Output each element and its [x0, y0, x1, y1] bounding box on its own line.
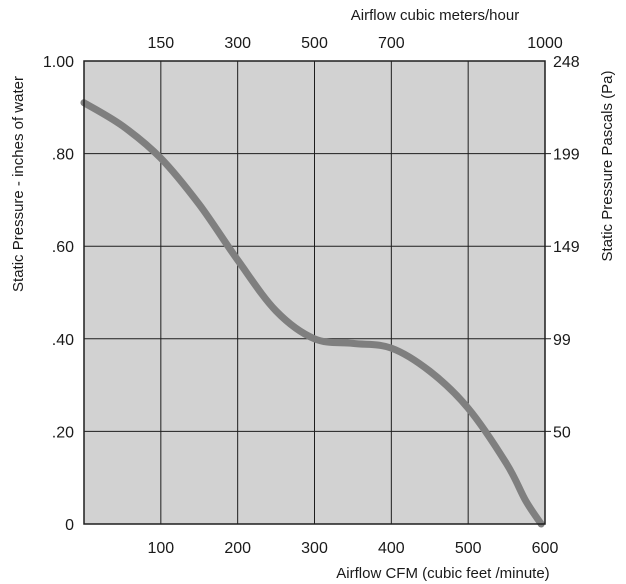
performance-curve	[80, 99, 545, 528]
x-tick-label: 100	[147, 540, 174, 557]
x-tick-label: 200	[224, 540, 251, 557]
grid-lines	[84, 61, 551, 524]
x-tick-label: 600	[532, 540, 559, 557]
right-axis-title: Static Pressure Pascals (Pa)	[599, 71, 616, 262]
top-tick-label: 300	[224, 35, 251, 52]
top-tick-label: 700	[378, 35, 405, 52]
x-tick-label: 500	[455, 540, 482, 557]
right-tick-label: 248	[553, 54, 580, 71]
tick-labels: 100 200 300 400 500 600 0 .20 .40 .60 .80 1.00 150 30…	[43, 35, 580, 557]
right-tick-label: 199	[553, 147, 580, 164]
right-tick-label: 149	[553, 239, 580, 256]
y-tick-label: 0	[65, 517, 74, 534]
x-axis-title: Airflow CFM (cubic feet /minute)	[336, 565, 549, 582]
x-tick-label: 300	[301, 540, 328, 557]
y-axis-title: Static Pressure - inches of water	[10, 76, 27, 292]
right-tick-label: 50	[553, 424, 571, 441]
top-tick-label: 1000	[527, 35, 563, 52]
y-tick-label: 1.00	[43, 54, 74, 71]
y-tick-label: .60	[52, 239, 74, 256]
top-axis-title: Airflow cubic meters/hour	[351, 7, 519, 24]
x-tick-label: 400	[378, 540, 405, 557]
y-tick-label: .20	[52, 424, 74, 441]
top-tick-label: 500	[301, 35, 328, 52]
y-tick-label: .80	[52, 147, 74, 164]
right-tick-label: 99	[553, 332, 571, 349]
plot-frame	[83, 60, 546, 525]
y-tick-label: .40	[52, 332, 74, 349]
top-tick-label: 150	[147, 35, 174, 52]
